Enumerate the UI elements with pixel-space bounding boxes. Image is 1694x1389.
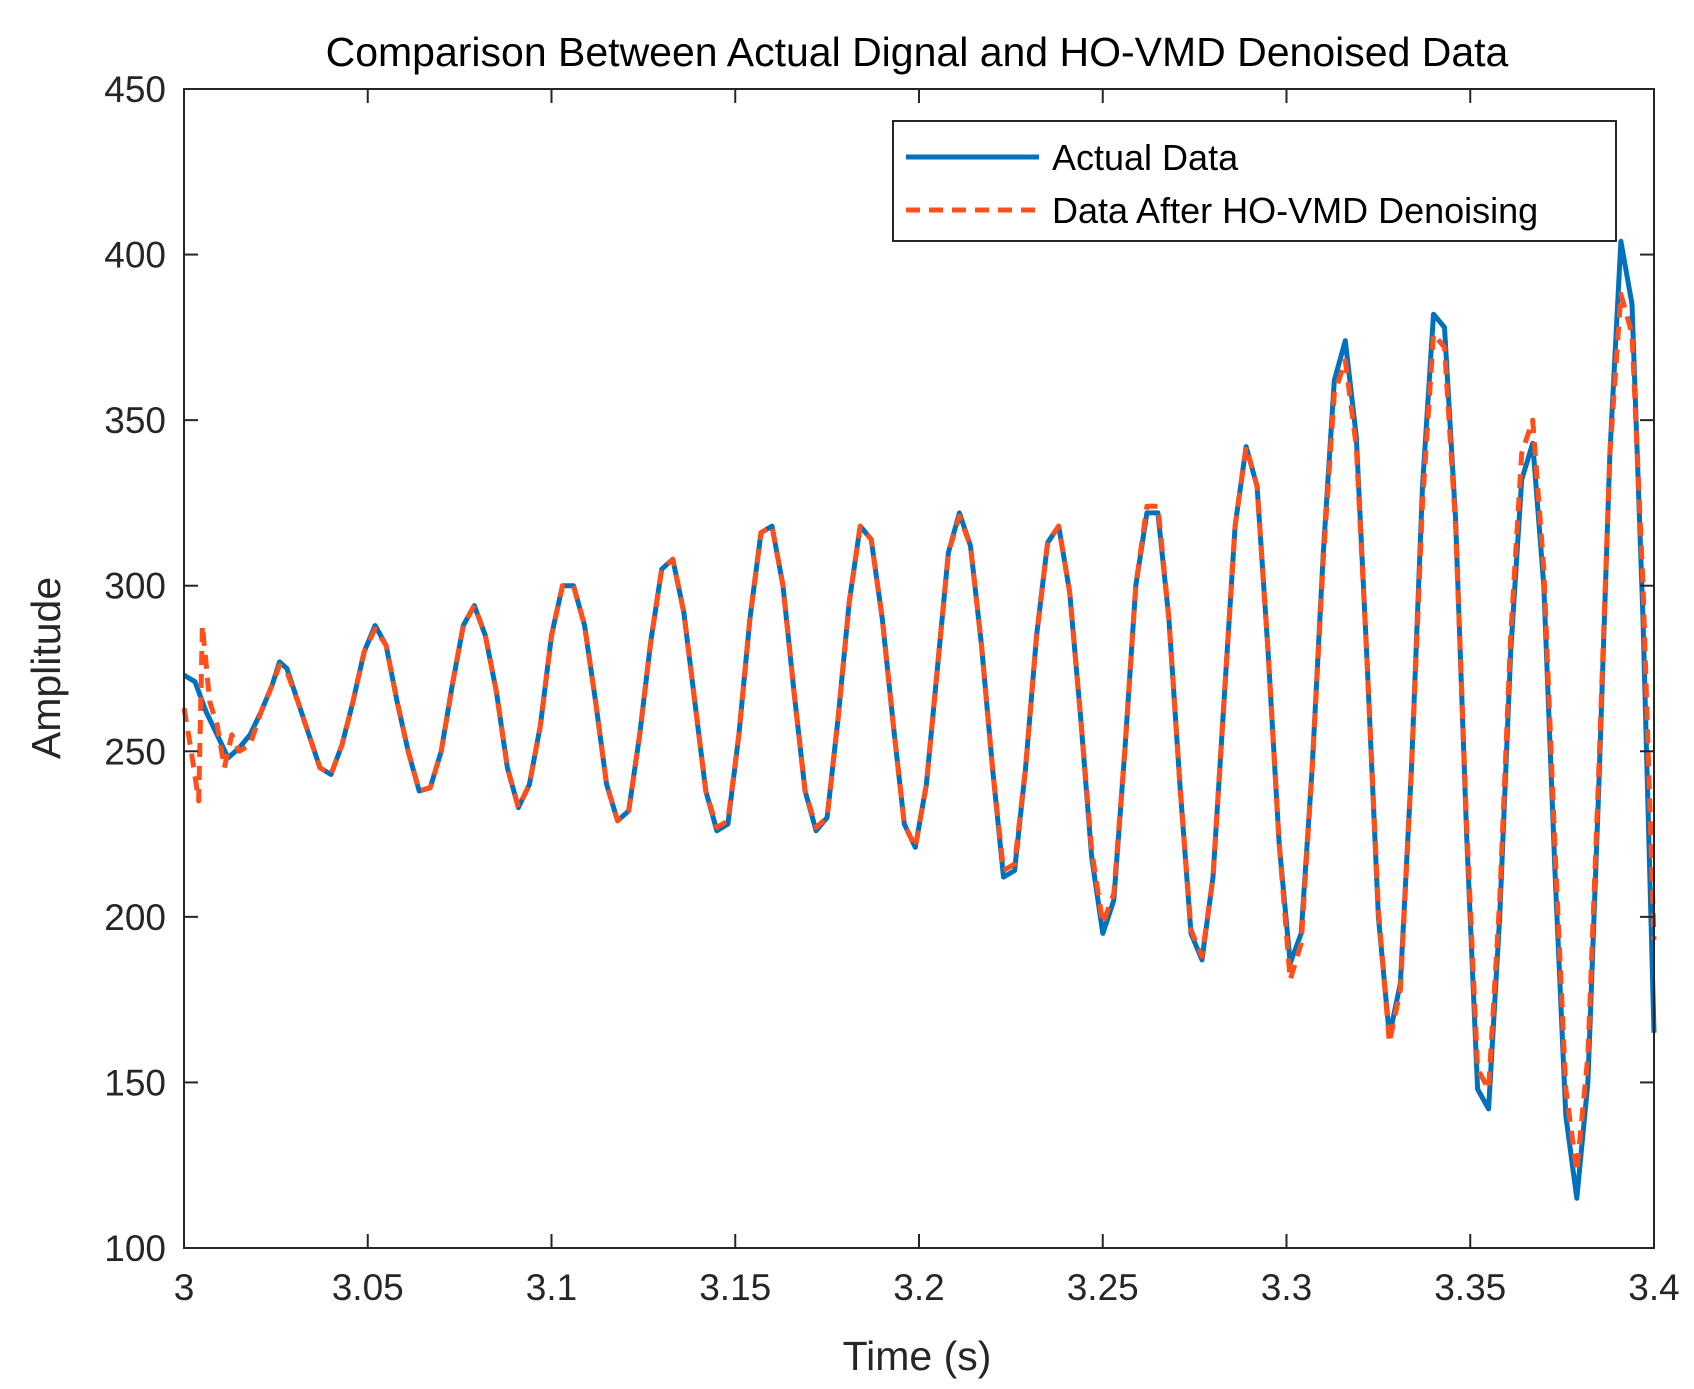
y-tick-label: 350 xyxy=(104,400,166,441)
x-tick-label: 3.05 xyxy=(332,1267,404,1308)
legend-label-denoised: Data After HO-VMD Denoising xyxy=(1052,190,1538,231)
y-tick-label: 200 xyxy=(104,897,166,938)
y-tick-label: 300 xyxy=(104,566,166,607)
y-axis-label: Amplitude xyxy=(23,577,69,759)
plot-area: 3 3.05 3.1 3.15 3.2 3.25 3.3 3.35 3.4 100 150 200 25… xyxy=(104,69,1679,1308)
x-tick-label: 3.25 xyxy=(1067,1267,1139,1308)
y-tick-label: 400 xyxy=(104,235,166,276)
x-tick-label: 3 xyxy=(174,1267,195,1308)
x-tick-label: 3.1 xyxy=(526,1267,577,1308)
y-tick-label: 450 xyxy=(104,69,166,110)
y-tick-label: 250 xyxy=(104,731,166,772)
legend-label-actual: Actual Data xyxy=(1052,137,1239,178)
y-tick-label: 100 xyxy=(104,1228,166,1269)
x-tick-label: 3.15 xyxy=(699,1267,771,1308)
x-tick-label: 3.35 xyxy=(1434,1267,1506,1308)
chart-title: Comparison Between Actual Dignal and HO-… xyxy=(326,29,1509,75)
legend: Actual Data Data After HO-VMD Denoising xyxy=(892,120,1617,242)
series-line-1 xyxy=(181,291,1657,1175)
legend-box xyxy=(892,120,1617,242)
y-tick-label: 150 xyxy=(104,1062,166,1103)
x-axis-label: Time (s) xyxy=(843,1333,992,1379)
x-tick-label: 3.2 xyxy=(893,1267,944,1308)
x-tick-label: 3.3 xyxy=(1261,1267,1312,1308)
x-tick-label: 3.4 xyxy=(1628,1267,1679,1308)
